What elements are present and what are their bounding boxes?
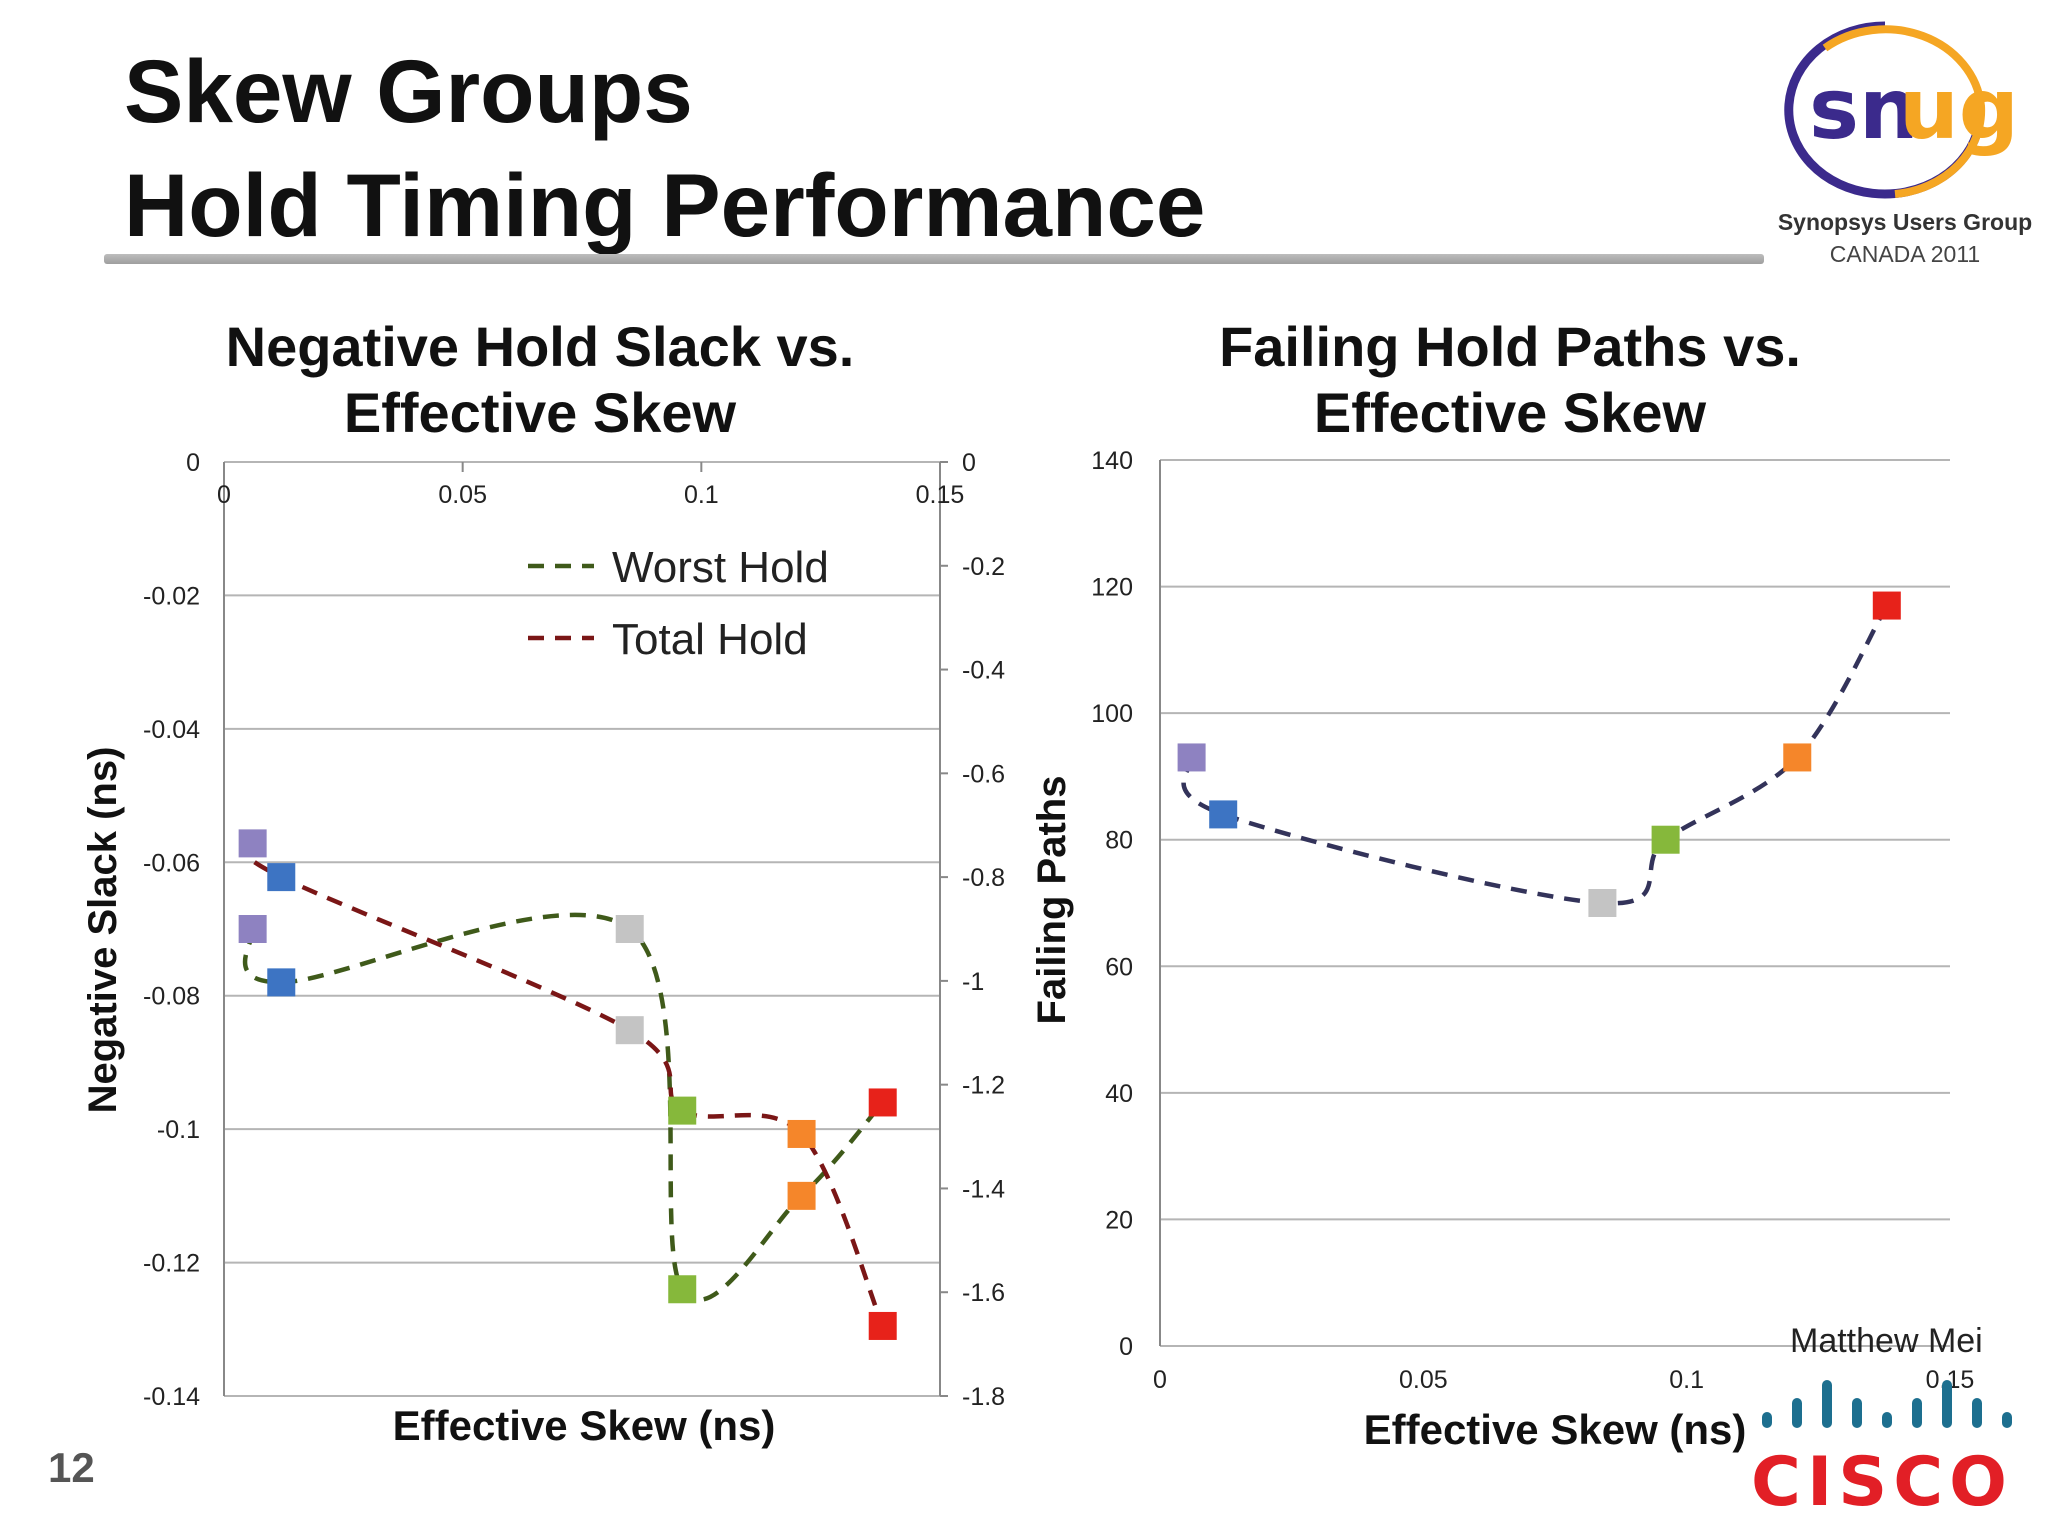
right-chart-y-tick-label: 40: [1105, 1080, 1133, 1108]
right-chart-y-axis-label: Failing Paths: [1030, 776, 1074, 1025]
left-chart-y-tick-label: -0.08: [143, 983, 200, 1011]
snug-logo-text-sn: sn: [1809, 60, 1919, 158]
right-chart-title: Failing Hold Paths vs. Effective Skew: [1140, 314, 1880, 446]
left-chart-y2-tick-label: -1.6: [962, 1279, 1005, 1307]
left-chart-y2-tick-label: -0.4: [962, 657, 1005, 685]
right-chart-marker: [1783, 743, 1812, 772]
right-chart-marker: [1588, 889, 1617, 917]
left-chart-y-tick-label: -0.1: [157, 1116, 200, 1144]
title-underline: [104, 254, 1764, 264]
left-chart-marker-total-hold: [615, 1016, 644, 1045]
right-chart-marker: [1177, 743, 1206, 772]
right-chart-x-axis-label: Effective Skew (ns): [1364, 1406, 1747, 1453]
left-chart-y2-tick-label: -1.4: [962, 1175, 1005, 1203]
left-chart-y-tick-label: -0.06: [143, 849, 200, 877]
left-chart-marker-worst-hold: [868, 1088, 897, 1117]
snug-logo-text-ug: ug: [1899, 60, 2019, 158]
cisco-logo-bar: [1912, 1398, 1922, 1428]
left-chart-marker-total-hold: [238, 829, 267, 858]
right-chart-y-tick-label: 120: [1091, 574, 1133, 602]
left-chart-marker-worst-hold: [615, 915, 644, 943]
right-chart-x-tick-label: 0.1: [1669, 1366, 1704, 1394]
left-chart-y-tick-label: -0.14: [143, 1383, 200, 1411]
left-chart-y2-tick-label: -0.6: [962, 760, 1005, 788]
cisco-logo-bar: [1972, 1398, 1982, 1428]
left-chart-marker-total-hold: [787, 1119, 816, 1148]
left-chart-y2-tick-label: -1: [962, 968, 984, 996]
right-chart-marker: [1872, 591, 1901, 620]
left-chart-y2-tick-label: -1.8: [962, 1383, 1005, 1411]
left-chart-marker-total-hold: [267, 863, 296, 892]
cisco-logo-text: CISCO: [1751, 1443, 2013, 1522]
left-chart-marker-worst-hold: [787, 1181, 816, 1210]
left-chart-x-tick-label: 0.15: [916, 481, 965, 509]
left-chart-y-tick-label: -0.12: [143, 1250, 200, 1278]
left-chart-x-tick-label: 0.1: [684, 481, 719, 509]
right-chart-y-tick-label: 140: [1091, 447, 1133, 475]
right-chart-marker: [1209, 800, 1238, 829]
right-chart-x-tick-label: 0: [1153, 1366, 1167, 1394]
left-chart-marker-total-hold: [868, 1311, 897, 1340]
right-chart-y-tick-label: 60: [1105, 953, 1133, 981]
left-chart-title-line2: Effective Skew: [343, 381, 737, 444]
right-chart-y-tick-label: 100: [1091, 700, 1133, 728]
legend-label-worst-hold: Worst Hold: [612, 543, 829, 592]
left-chart-y-tick-label: 0: [186, 449, 200, 477]
left-chart-marker-worst-hold: [238, 915, 267, 943]
left-chart-y2-tick-label: -0.2: [962, 553, 1005, 581]
right-chart-y-tick-label: 20: [1105, 1206, 1133, 1234]
left-chart-x-tick-label: 0.05: [438, 481, 487, 509]
left-chart-marker-worst-hold: [267, 968, 296, 997]
left-chart-title: Negative Hold Slack vs. Effective Skew: [160, 314, 920, 446]
left-chart-title-line1: Negative Hold Slack vs.: [225, 315, 855, 378]
slide-title-line2: Hold Timing Performance: [124, 155, 1206, 255]
right-chart-x-tick-label: 0.05: [1399, 1366, 1448, 1394]
left-chart-y-tick-label: -0.04: [143, 716, 200, 744]
cisco-logo-bar: [1882, 1412, 1892, 1428]
right-chart-y-tick-label: 80: [1105, 827, 1133, 855]
left-chart-y-axis-label: Negative Slack (ns): [81, 747, 125, 1114]
legend-label-total-hold: Total Hold: [612, 615, 808, 664]
author-name: Matthew Mei: [1790, 1322, 1983, 1360]
snug-logo-subtitle: Synopsys Users Group: [1777, 209, 2033, 235]
cisco-logo-bar: [1852, 1398, 1862, 1428]
page-number: 12: [48, 1444, 95, 1491]
cisco-logo-bar: [2002, 1412, 2012, 1428]
snug-logo-edition: CANADA 2011: [1829, 241, 1981, 267]
cisco-logo-bar: [1762, 1412, 1772, 1428]
left-chart-y2-tick-label: -0.8: [962, 864, 1005, 892]
cisco-logo-bar: [1792, 1398, 1802, 1428]
right-chart-title-line2: Effective Skew: [1313, 381, 1707, 444]
left-chart-x-axis-label: Effective Skew (ns): [393, 1402, 776, 1449]
slide-title: Skew Groups Hold Timing Performance: [124, 34, 1205, 262]
left-chart-marker-total-hold: [668, 1096, 697, 1125]
cisco-logo-bar: [1822, 1380, 1832, 1428]
snug-logo: sn ug: [1784, 21, 2019, 199]
cisco-logo-bars: [1762, 1380, 2012, 1428]
left-chart-x-tick-label: 0: [217, 481, 231, 509]
left-chart-y-tick-label: -0.02: [143, 582, 200, 610]
left-chart-marker-worst-hold: [668, 1275, 697, 1304]
slide-title-line1: Skew Groups: [124, 41, 693, 141]
right-chart-y-tick-label: 0: [1119, 1333, 1133, 1361]
right-chart-marker: [1651, 825, 1680, 854]
right-chart-title-line1: Failing Hold Paths vs.: [1219, 315, 1801, 378]
left-chart-y2-tick-label: 0: [962, 449, 976, 477]
cisco-logo-bar: [1942, 1380, 1952, 1428]
left-chart-y2-tick-label: -1.2: [962, 1072, 1005, 1100]
